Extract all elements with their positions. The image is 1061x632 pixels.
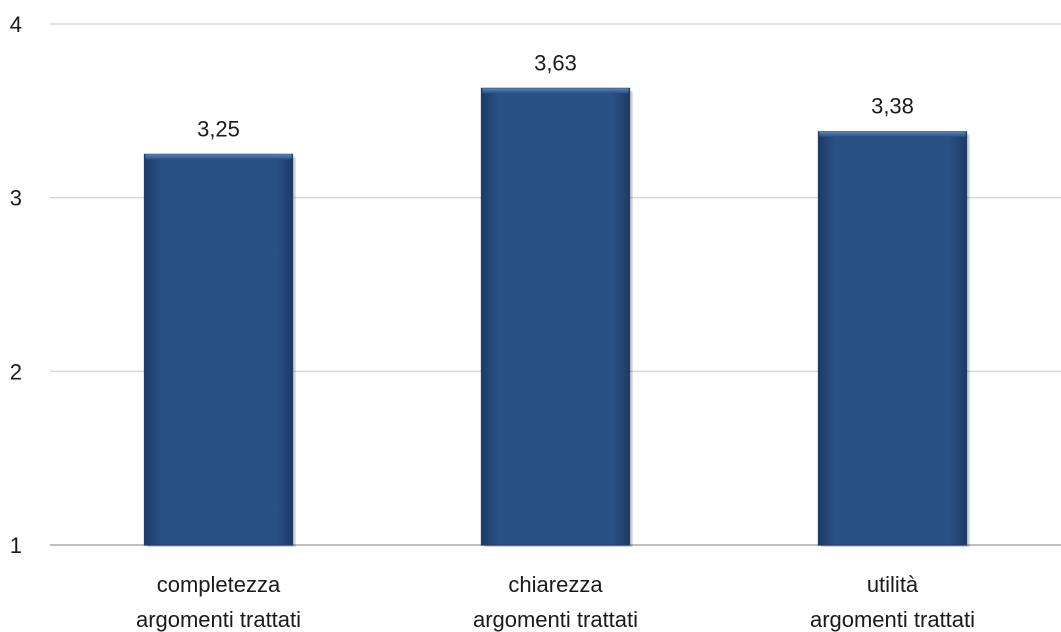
bar-body (143, 153, 294, 546)
bars (143, 87, 970, 548)
bar (143, 153, 296, 547)
bar-body (480, 87, 631, 546)
x-tick-label: argomenti trattati (473, 607, 638, 632)
y-tick-label: 3 (10, 186, 22, 211)
x-tick-label: argomenti trattati (810, 607, 975, 632)
bar (480, 87, 633, 548)
x-tick-label: utilità (867, 572, 919, 597)
y-tick-label: 4 (10, 12, 22, 37)
x-tick-label: chiarezza (508, 572, 603, 597)
bar (817, 131, 970, 547)
bar-cap (482, 88, 629, 94)
y-tick-label: 1 (10, 533, 22, 558)
x-axis: completezza argomenti trattati chiarezza ar… (136, 572, 975, 632)
x-tick-label: completezza (157, 572, 281, 597)
bar-cap (819, 131, 966, 137)
y-tick-label: 2 (10, 359, 22, 384)
x-tick-label: argomenti trattati (136, 607, 301, 632)
data-label: 3,38 (871, 94, 914, 119)
data-label: 3,25 (197, 116, 240, 141)
data-label: 3,63 (534, 50, 577, 75)
bar-body (817, 131, 968, 546)
data-labels: 3,25 3,63 3,38 (197, 50, 914, 141)
bar-cap (145, 154, 292, 160)
